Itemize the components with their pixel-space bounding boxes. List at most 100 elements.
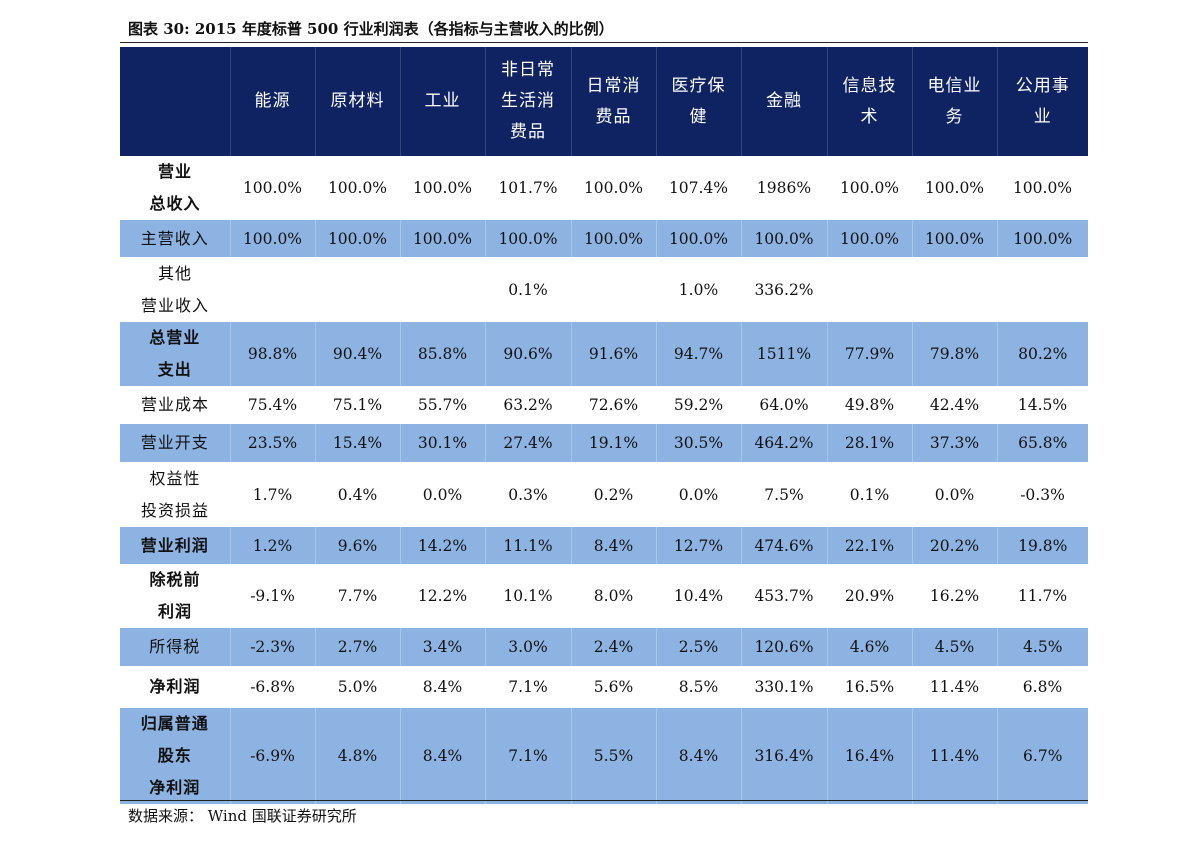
column-header-line: 工业	[424, 91, 461, 111]
table-cell: 90.4%	[314, 322, 400, 386]
table-cell: 75.4%	[230, 386, 315, 424]
table-cell: 330.1%	[741, 666, 827, 708]
table-cell	[400, 257, 485, 322]
table-cell: -2.3%	[229, 628, 315, 666]
row-label: 其他 营业收入	[120, 257, 230, 322]
column-header: 日常消 费品	[570, 47, 656, 156]
table-cell: -6.9%	[229, 708, 315, 804]
table-cell: 0.1%	[827, 462, 912, 527]
table-row: 主营收入 100.0% 100.0% 100.0% 100.0% 100.0% 100.0%…	[120, 220, 1088, 257]
row-label: 除税前 利润	[120, 564, 230, 628]
table-cell: 12.7%	[655, 527, 741, 564]
table-cell: 7.1%	[484, 708, 571, 804]
column-header: 工业	[399, 47, 485, 156]
column-header-line: 业	[1033, 106, 1052, 127]
row-label: 权益性 投资损益	[120, 462, 230, 527]
table-cell: 2.4%	[570, 628, 656, 666]
row-label-line: 权益性	[149, 468, 201, 488]
table-cell: 22.1%	[826, 527, 912, 564]
table-cell: 8.4%	[400, 666, 485, 708]
row-label-line: 支出	[157, 360, 192, 379]
table-cell	[230, 257, 315, 322]
column-header: 金融	[740, 47, 827, 156]
table-cell: 19.8%	[996, 527, 1088, 564]
table-cell: 100.0%	[996, 220, 1088, 257]
table-cell: 5.5%	[570, 708, 656, 804]
column-header-line: 信息技	[842, 75, 897, 96]
table-cell: 16.4%	[826, 708, 912, 804]
table-cell: 27.4%	[484, 424, 571, 462]
row-label-line: 投资损益	[140, 500, 209, 520]
table-cell: 8.0%	[571, 564, 656, 628]
row-label-line: 除税前	[149, 570, 201, 589]
row-label-line: 其他	[157, 263, 192, 283]
table-cell: 55.7%	[400, 386, 485, 424]
table-body: 营业 总收入 100.0% 100.0% 100.0% 101.7% 100.0% 107.4…	[120, 156, 1088, 804]
income-ratio-table: 能源 原材料 工业 非日常 生活消 费品 日常消 费品 医疗保健金融 信息技术电信业务公用事业 营…	[120, 47, 1088, 804]
column-header-line: 费品	[595, 106, 632, 127]
table-cell: 23.5%	[229, 424, 315, 462]
column-header: 医疗保健	[655, 47, 741, 156]
column-header-line: 金融	[766, 91, 802, 111]
table-cell	[912, 257, 997, 322]
table-cell: 5.0%	[315, 666, 400, 708]
row-label-line: 营业开支	[140, 433, 209, 452]
table-row: 营业开支 23.5% 15.4% 30.1% 27.4% 19.1% 30.5% 464.2%…	[120, 424, 1088, 462]
table-cell: 7.5%	[741, 462, 827, 527]
table-cell: 100.0%	[655, 220, 741, 257]
table-cell: 75.1%	[315, 386, 400, 424]
table-cell: 453.7%	[741, 564, 827, 628]
column-header-line: 公用事	[1015, 75, 1070, 96]
row-label: 总营业 支出	[120, 322, 230, 386]
row-label-line: 总营业	[149, 328, 201, 347]
table-cell: 90.6%	[484, 322, 571, 386]
table-row: 归属普通 股东 净利润 -6.9% 4.8% 8.4% 7.1% 5.5% 8.4% 316.4%…	[120, 708, 1088, 804]
table-cell: 63.2%	[485, 386, 571, 424]
table-cell	[827, 257, 912, 322]
table-cell: 3.4%	[399, 628, 485, 666]
table-cell: 4.8%	[314, 708, 400, 804]
table-cell: 120.6%	[740, 628, 827, 666]
table-cell: 1.7%	[230, 462, 315, 527]
row-label-line: 净利润	[149, 677, 201, 696]
column-header-line: 务	[945, 106, 964, 127]
table-row: 除税前 利润 -9.1% 7.7% 12.2% 10.1% 8.0% 10.4% 453.7% 2…	[120, 564, 1088, 628]
table-cell: 85.8%	[399, 322, 485, 386]
table-cell: 65.8%	[996, 424, 1088, 462]
table-cell: 16.5%	[827, 666, 912, 708]
column-header: 非日常 生活消 费品	[484, 47, 571, 156]
table-cell: 0.2%	[571, 462, 656, 527]
row-label: 营业 总收入	[120, 156, 230, 220]
table-cell: 11.1%	[484, 527, 571, 564]
table-cell: 5.6%	[571, 666, 656, 708]
table-cell: 6.7%	[996, 708, 1088, 804]
row-label: 主营收入	[120, 220, 230, 257]
title-rule	[120, 42, 1088, 43]
column-header-line: 生活消	[501, 91, 555, 111]
row-label-line: 总收入	[149, 194, 201, 213]
table-cell: 107.4%	[656, 156, 741, 220]
column-header-line: 非日常	[501, 60, 555, 80]
row-label-line: 营业成本	[140, 395, 209, 414]
table-cell: 0.0%	[400, 462, 485, 527]
table-row: 其他 营业收入 0.1% 1.0% 336.2%	[120, 257, 1088, 322]
table-cell: 1.0%	[656, 257, 741, 322]
table-cell: 20.9%	[827, 564, 912, 628]
row-label-line: 净利润	[149, 778, 201, 797]
table-cell: 100.0%	[740, 220, 827, 257]
table-cell: 11.4%	[911, 708, 997, 804]
table-cell: 0.3%	[485, 462, 571, 527]
table-cell: 100.0%	[570, 220, 656, 257]
table-cell: 98.8%	[229, 322, 315, 386]
table-row: 营业 总收入 100.0% 100.0% 100.0% 101.7% 100.0% 107.4…	[120, 156, 1088, 220]
table-cell: 100.0%	[315, 156, 400, 220]
table-cell: 16.2%	[912, 564, 997, 628]
table-cell: 100.0%	[911, 220, 997, 257]
table-cell: 1986%	[741, 156, 827, 220]
table-cell: 19.1%	[570, 424, 656, 462]
row-label-line: 营业	[157, 162, 192, 181]
table-cell: 1511%	[740, 322, 827, 386]
row-label-line: 股东	[157, 746, 192, 765]
table-cell: 14.2%	[399, 527, 485, 564]
table-cell: 28.1%	[826, 424, 912, 462]
